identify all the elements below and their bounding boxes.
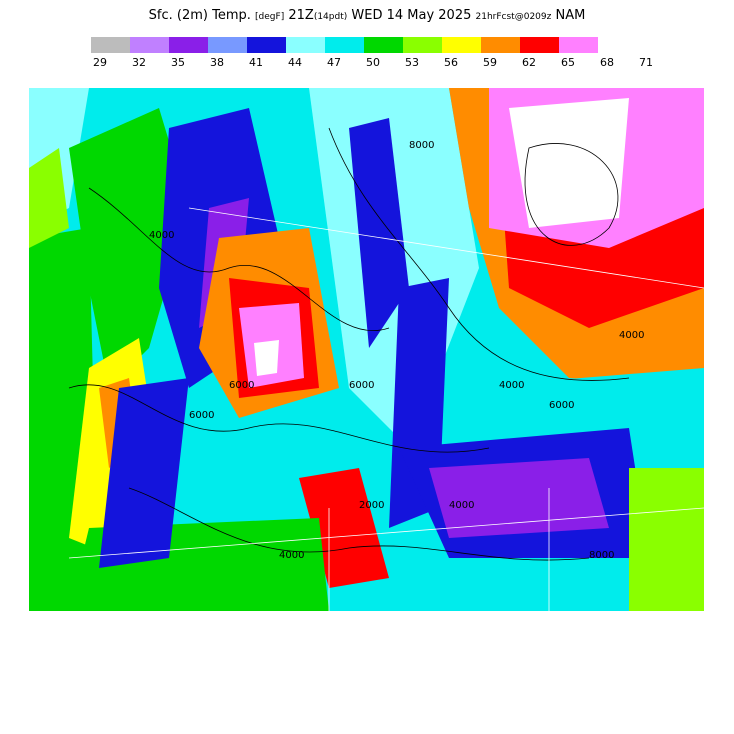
contour-line [328, 127, 630, 381]
cold-ridge-southwest [99, 378, 189, 568]
legend-tick-label: 65 [561, 56, 575, 69]
legend-swatch [130, 37, 169, 53]
legend-swatch [286, 37, 325, 53]
coastal-warm-strip [29, 148, 69, 248]
chart-title: Sfc. (2m) Temp. [degF] 21Z(14pdt) WED 14… [0, 8, 734, 23]
temperature-map: 4000 6000 8000 4000 6000 4000 8000 6000 4000 4000… [29, 88, 704, 611]
contour-label: 6000 [549, 400, 574, 411]
legend-tick-label: 38 [210, 56, 224, 69]
legend-swatch [325, 37, 364, 53]
hottest-spot-basin [254, 340, 279, 376]
warm-southeast [629, 468, 704, 611]
cold-ridge-north [349, 118, 409, 348]
legend-tick-label: 71 [639, 56, 653, 69]
legend-swatch [169, 37, 208, 53]
legend-tick-label: 41 [249, 56, 263, 69]
contour-label: 2000 [359, 500, 384, 511]
contour-label: 8000 [589, 550, 614, 561]
map-canvas: 4000 6000 8000 4000 6000 4000 8000 6000 4000 4000… [29, 88, 704, 611]
contour-label: 6000 [229, 380, 254, 391]
state-border [68, 507, 704, 559]
title-valid-hour: 21Z [288, 8, 314, 23]
legend-ticks: 29 32 35 38 41 44 47 50 53 56 59 62 65 68 71 [0, 56, 734, 70]
title-forecast-pdt: (14pdt) [313, 12, 348, 22]
legend-tick-label: 32 [132, 56, 146, 69]
title-main: Sfc. (2m) Temp. [148, 8, 251, 23]
title-run-info: 21hrFcst@0209z [475, 12, 552, 22]
contour-label: 4000 [149, 230, 174, 241]
contour-line [88, 187, 390, 331]
terrain-contours [68, 127, 630, 561]
legend-tick-label: 47 [327, 56, 341, 69]
legend-tick-label: 29 [93, 56, 107, 69]
contour-label: 4000 [449, 500, 474, 511]
mild-region-northwest [69, 108, 189, 388]
contour-label: 4000 [499, 380, 524, 391]
legend-tick-label: 53 [405, 56, 419, 69]
legend-swatch [364, 37, 403, 53]
contour-label: 8000 [409, 140, 434, 151]
state-border [188, 207, 704, 289]
contour-label: 6000 [349, 380, 374, 391]
contour-label: 4000 [619, 330, 644, 341]
title-model: NAM [555, 8, 586, 23]
legend-tick-label: 35 [171, 56, 185, 69]
legend-tick-label: 59 [483, 56, 497, 69]
legend-swatch [403, 37, 442, 53]
contour-line [68, 384, 490, 453]
legend-swatch [559, 37, 598, 53]
legend-swatch [247, 37, 286, 53]
legend-swatch [481, 37, 520, 53]
contour-label: 6000 [189, 410, 214, 421]
legend-tick-label: 62 [522, 56, 536, 69]
legend-swatch [91, 37, 130, 53]
contour-label: 4000 [279, 550, 304, 561]
title-units: [degF] [255, 12, 285, 22]
very-cold-rockies [429, 458, 609, 538]
legend-tick-label: 68 [600, 56, 614, 69]
hottest-zone-plains [509, 98, 629, 228]
legend-swatch [208, 37, 247, 53]
color-legend [91, 37, 598, 53]
legend-swatch [520, 37, 559, 53]
legend-tick-label: 50 [366, 56, 380, 69]
legend-tick-label: 56 [444, 56, 458, 69]
legend-swatch [442, 37, 481, 53]
title-valid-date: WED 14 May 2025 [351, 8, 472, 23]
state-borders [68, 207, 704, 611]
contour-line [524, 143, 619, 246]
contour-line [128, 487, 590, 561]
legend-tick-label: 44 [288, 56, 302, 69]
